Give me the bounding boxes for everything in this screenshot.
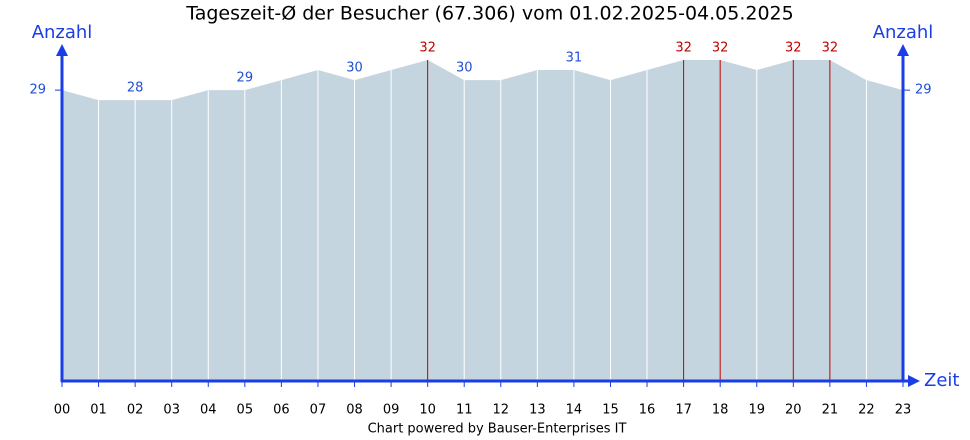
x-tick-label: 13 — [529, 403, 546, 418]
data-label: 32 — [419, 41, 436, 56]
x-tick-label: 16 — [639, 403, 656, 418]
x-tick-label: 21 — [822, 403, 839, 418]
x-tick-label: 06 — [273, 403, 290, 418]
arrow — [56, 44, 68, 56]
x-tick-label: 10 — [419, 403, 436, 418]
x-tick-label: 14 — [566, 403, 583, 418]
y2-tick-label: 29 — [915, 83, 932, 98]
arrow — [908, 375, 920, 387]
chart-title: Tageszeit-Ø der Besucher (67.306) vom 01… — [185, 3, 793, 25]
data-label: 28 — [127, 81, 144, 96]
x-tick-label: 15 — [602, 403, 619, 418]
x-tick-label: 11 — [456, 403, 473, 418]
x-tick-label: 05 — [237, 403, 254, 418]
y2-axis-label: Anzahl — [873, 22, 934, 43]
x-tick-label: 03 — [163, 403, 180, 418]
y-axis-label: Anzahl — [32, 22, 93, 43]
data-label: 31 — [566, 51, 583, 66]
x-tick-label: 22 — [858, 403, 875, 418]
arrow — [897, 44, 909, 56]
data-label: 32 — [822, 41, 839, 56]
x-tick-label: 01 — [90, 403, 107, 418]
y-tick-label: 29 — [29, 83, 46, 98]
x-tick-label: 08 — [346, 403, 363, 418]
x-tick-label: 12 — [493, 403, 510, 418]
x-tick-label: 23 — [895, 403, 912, 418]
x-tick-label: 17 — [675, 403, 692, 418]
x-axis-label: Zeit — [924, 370, 959, 391]
data-label: 29 — [237, 71, 254, 86]
data-label: 30 — [456, 61, 473, 76]
x-tick-label: 04 — [200, 403, 217, 418]
x-tick-label: 00 — [54, 403, 71, 418]
x-tick-label: 20 — [785, 403, 802, 418]
data-label: 30 — [346, 61, 363, 76]
data-label: 32 — [675, 41, 692, 56]
x-tick-label: 09 — [383, 403, 400, 418]
footer: Chart powered by Bauser-Enterprises IT — [368, 422, 627, 437]
x-tick-label: 07 — [310, 403, 327, 418]
data-label: 32 — [785, 41, 802, 56]
x-tick-label: 18 — [712, 403, 729, 418]
data-label: 32 — [712, 41, 729, 56]
x-tick-label: 02 — [127, 403, 144, 418]
x-tick-label: 19 — [748, 403, 765, 418]
area — [62, 60, 903, 381]
